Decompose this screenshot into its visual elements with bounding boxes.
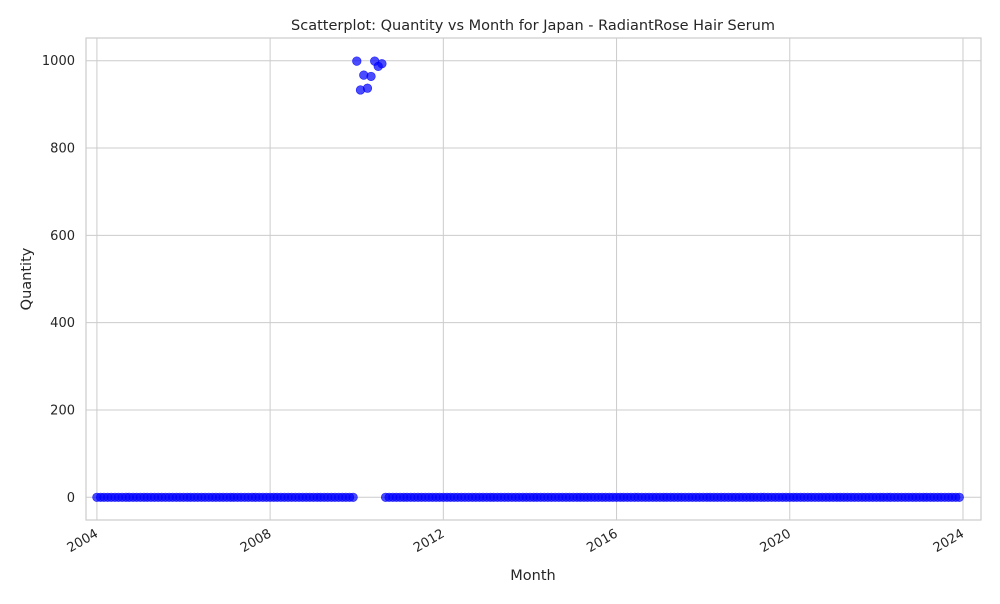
- x-tick-label: 2012: [411, 526, 447, 556]
- y-tick-label: 600: [50, 229, 75, 244]
- x-tick-label: 2004: [65, 526, 101, 556]
- y-tick-label: 400: [50, 316, 75, 331]
- x-tick-label: 2024: [931, 526, 967, 556]
- x-tick-label: 2008: [238, 526, 274, 556]
- y-tick-label: 1000: [42, 54, 75, 69]
- y-tick-label: 200: [50, 403, 75, 418]
- x-axis-label: Month: [510, 568, 555, 584]
- data-point: [352, 56, 362, 66]
- data-point: [954, 492, 964, 502]
- x-tick-labels: 2004 2008 2012 2016 2020 2024: [65, 526, 967, 556]
- grid: [86, 38, 981, 520]
- y-tick-labels: 0 200 400 600 800 1000: [42, 54, 75, 506]
- x-tick-label: 2020: [758, 526, 794, 556]
- data-point: [377, 59, 387, 69]
- y-tick-label: 0: [67, 491, 75, 506]
- data-point: [366, 71, 376, 82]
- data-point: [348, 492, 358, 502]
- y-axis-label: Quantity: [19, 247, 35, 310]
- data-point: [362, 83, 373, 93]
- data-points: [92, 56, 964, 502]
- y-tick-label: 800: [50, 142, 75, 157]
- chart-title: Scatterplot: Quantity vs Month for Japan…: [291, 18, 775, 34]
- plot-area: [85, 37, 982, 521]
- x-tick-label: 2016: [584, 526, 620, 556]
